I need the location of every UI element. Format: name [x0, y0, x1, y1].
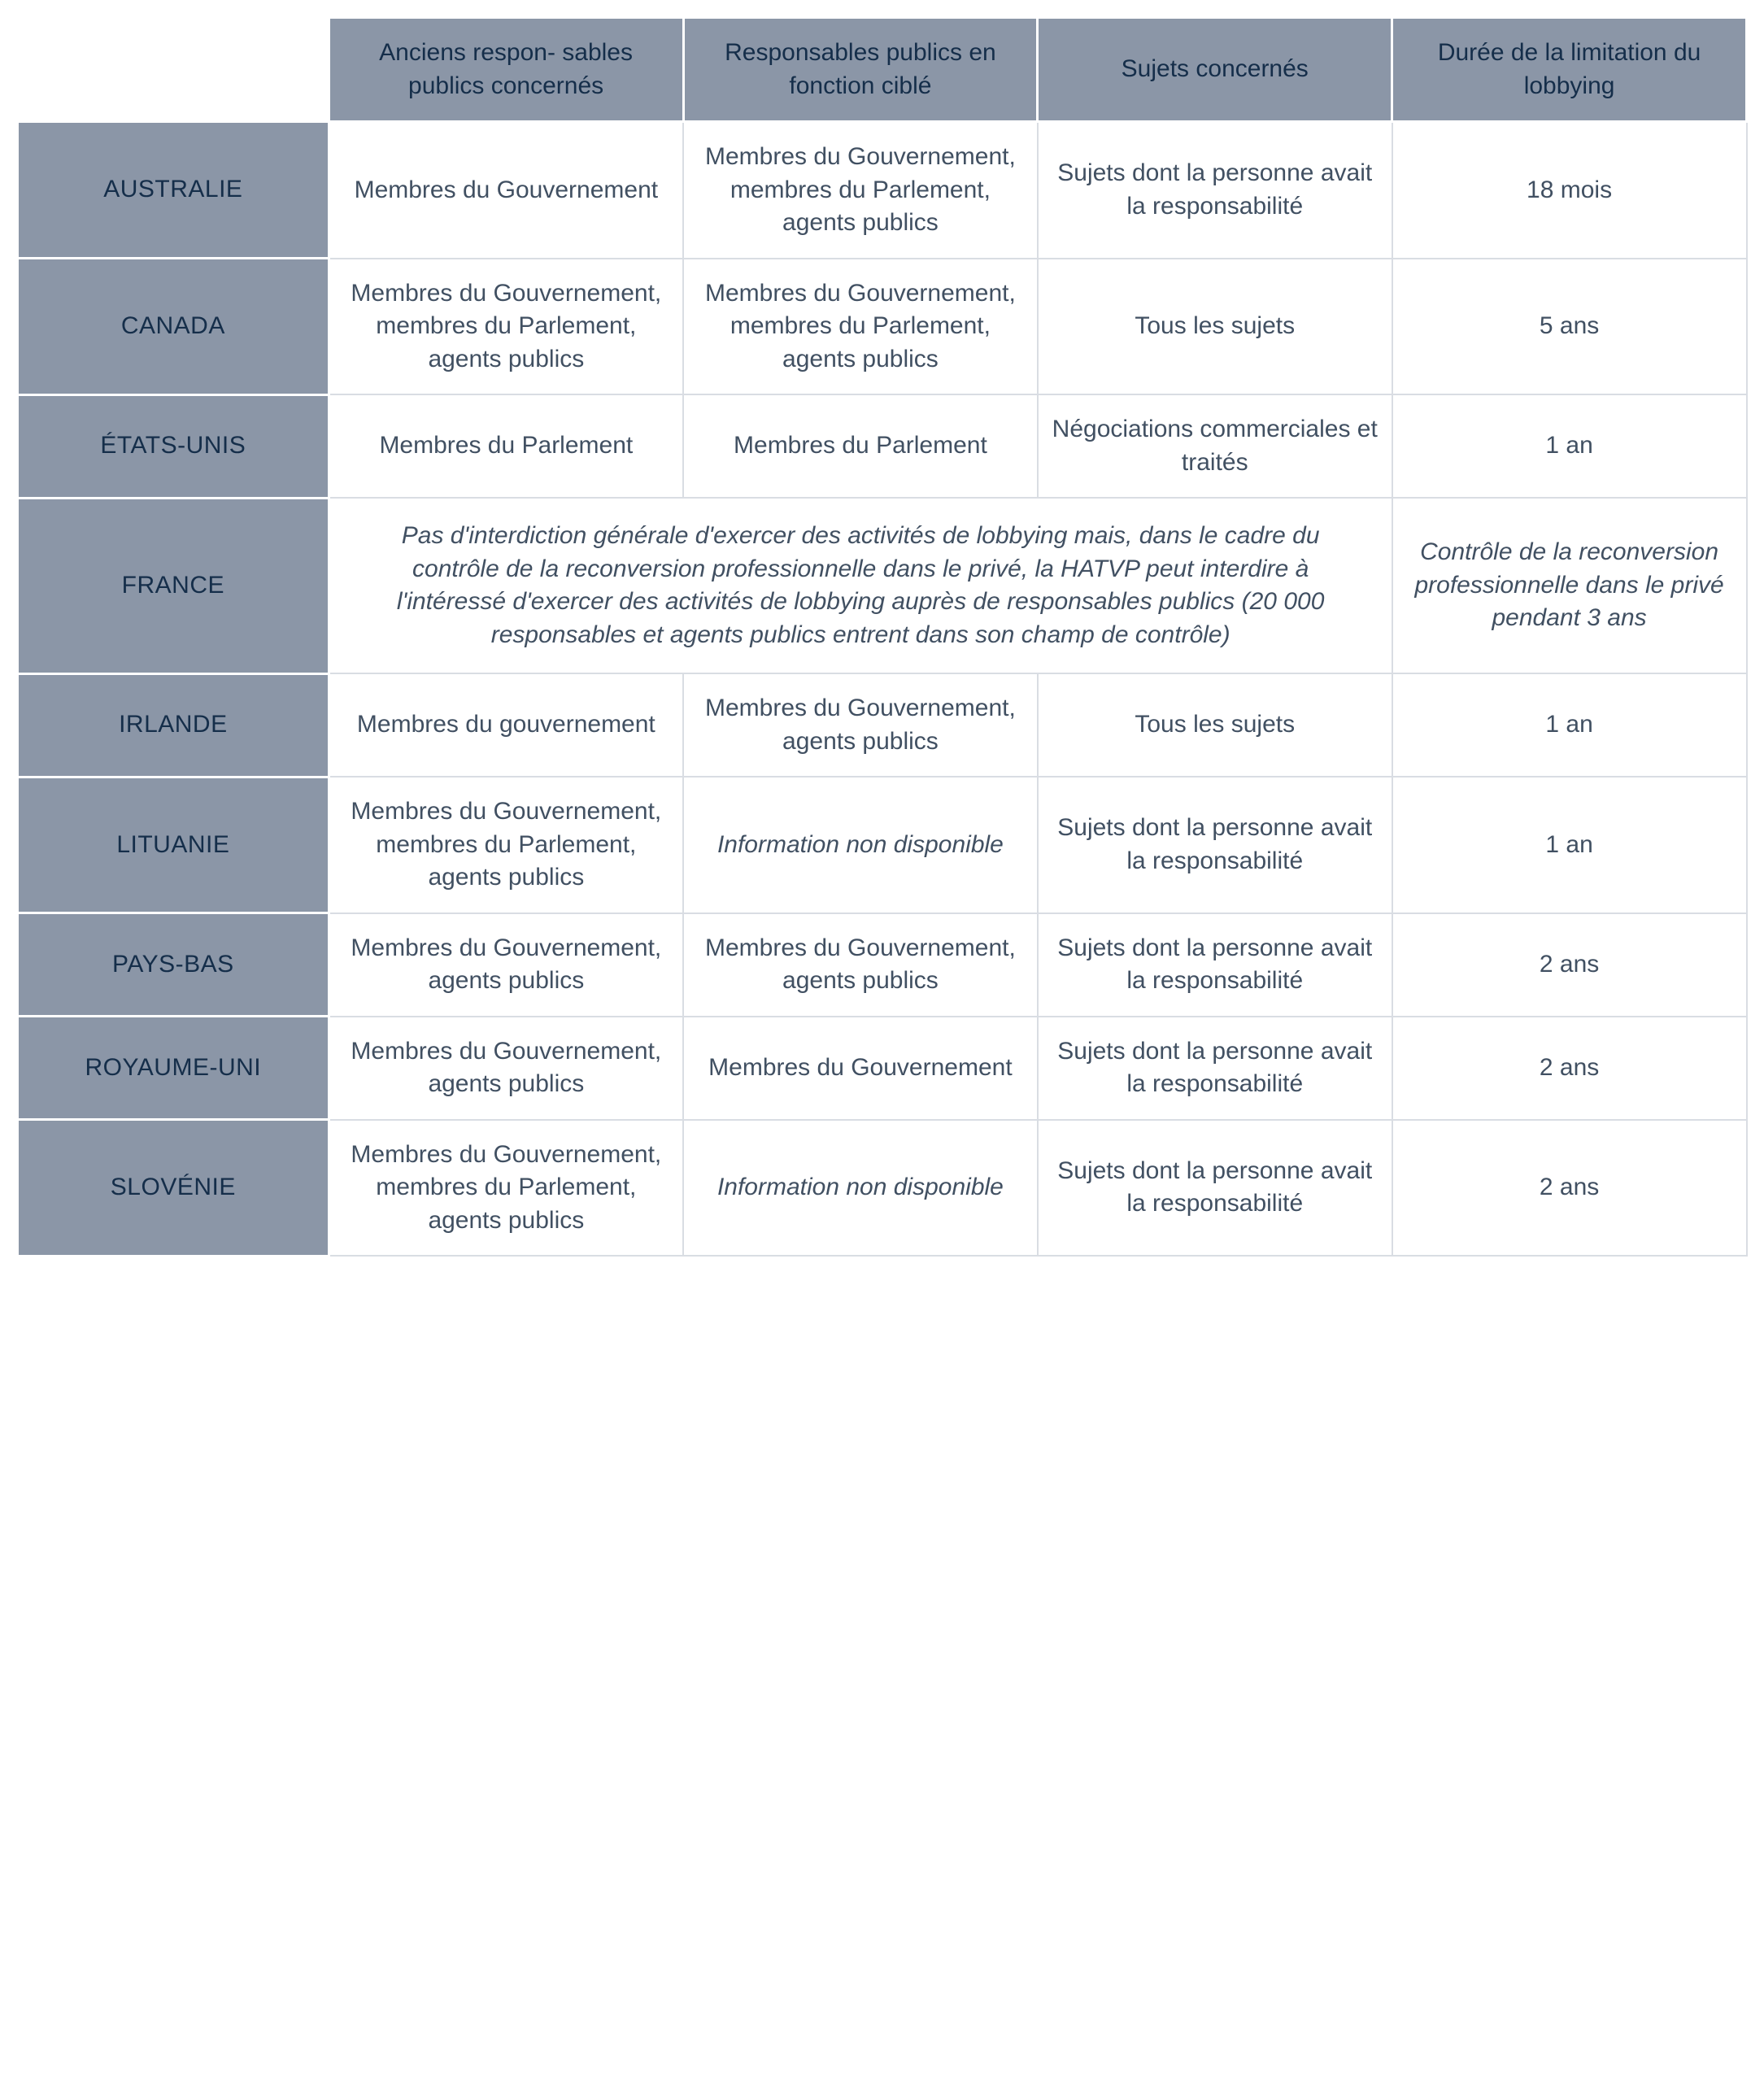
- table-row: CANADAMembres du Gouvernement, membres d…: [18, 259, 1747, 395]
- data-cell: Négociations commerciales et traités: [1038, 394, 1392, 498]
- data-cell: Membres du Parlement: [683, 394, 1038, 498]
- data-cell: Sujets dont la personne avait la respons…: [1038, 122, 1392, 259]
- data-cell: 1 an: [1392, 777, 1747, 913]
- data-cell: Sujets dont la personne avait la respons…: [1038, 777, 1392, 913]
- data-cell: Membres du Gouvernement, membres du Parl…: [329, 259, 683, 395]
- table-row: AUSTRALIEMembres du GouvernementMembres …: [18, 122, 1747, 259]
- merged-note-cell: Pas d'interdiction générale d'exercer de…: [329, 498, 1392, 673]
- table-row: ÉTATS-UNISMembres du ParlementMembres du…: [18, 394, 1747, 498]
- row-header-country: ÉTATS-UNIS: [18, 394, 329, 498]
- data-cell: Membres du Gouvernement, membres du Parl…: [683, 122, 1038, 259]
- data-cell: Tous les sujets: [1038, 673, 1392, 777]
- data-cell: Sujets dont la personne avait la respons…: [1038, 1017, 1392, 1120]
- data-cell: 2 ans: [1392, 1017, 1747, 1120]
- table-row: FRANCEPas d'interdiction générale d'exer…: [18, 498, 1747, 673]
- table-header: Anciens respon- sables publics concernés…: [18, 18, 1747, 122]
- data-cell: 5 ans: [1392, 259, 1747, 395]
- data-cell: Membres du Gouvernement, membres du Parl…: [329, 777, 683, 913]
- lobbying-comparison-table: Anciens respon- sables publics concernés…: [16, 16, 1748, 1257]
- data-cell: Tous les sujets: [1038, 259, 1392, 395]
- col-header-4: Durée de la limitation du lobbying: [1392, 18, 1747, 122]
- table-body: AUSTRALIEMembres du GouvernementMembres …: [18, 122, 1747, 1257]
- row-header-country: CANADA: [18, 259, 329, 395]
- data-cell: Membres du Gouvernement, membres du Parl…: [683, 259, 1038, 395]
- data-cell: Contrôle de la reconversion professionne…: [1392, 498, 1747, 673]
- data-cell: Sujets dont la personne avait la respons…: [1038, 1120, 1392, 1257]
- data-cell: 1 an: [1392, 673, 1747, 777]
- data-cell: Membres du Gouvernement, agents publics: [329, 913, 683, 1017]
- data-cell: Membres du gouvernement: [329, 673, 683, 777]
- data-cell: Membres du Gouvernement: [683, 1017, 1038, 1120]
- row-header-country: PAYS-BAS: [18, 913, 329, 1017]
- table-row: LITUANIEMembres du Gouvernement, membres…: [18, 777, 1747, 913]
- data-cell: Information non disponible: [683, 777, 1038, 913]
- data-cell: 1 an: [1392, 394, 1747, 498]
- data-cell: 18 mois: [1392, 122, 1747, 259]
- table-row: IRLANDEMembres du gouvernementMembres du…: [18, 673, 1747, 777]
- col-header-3: Sujets concernés: [1038, 18, 1392, 122]
- data-cell: Sujets dont la personne avait la respons…: [1038, 913, 1392, 1017]
- table-row: PAYS-BASMembres du Gouvernement, agents …: [18, 913, 1747, 1017]
- row-header-country: IRLANDE: [18, 673, 329, 777]
- table-row: ROYAUME-UNIMembres du Gouvernement, agen…: [18, 1017, 1747, 1120]
- data-cell: Membres du Gouvernement, membres du Parl…: [329, 1120, 683, 1257]
- data-cell: Information non disponible: [683, 1120, 1038, 1257]
- col-header-2: Responsables publics en fonction ciblé: [683, 18, 1038, 122]
- data-cell: Membres du Gouvernement, agents publics: [683, 673, 1038, 777]
- row-header-country: LITUANIE: [18, 777, 329, 913]
- lobbying-table-wrapper: Anciens respon- sables publics concernés…: [16, 16, 1748, 1257]
- data-cell: Membres du Gouvernement, agents publics: [329, 1017, 683, 1120]
- data-cell: 2 ans: [1392, 1120, 1747, 1257]
- data-cell: Membres du Parlement: [329, 394, 683, 498]
- row-header-country: FRANCE: [18, 498, 329, 673]
- row-header-country: ROYAUME-UNI: [18, 1017, 329, 1120]
- data-cell: Membres du Gouvernement, agents publics: [683, 913, 1038, 1017]
- table-row: SLOVÉNIEMembres du Gouvernement, membres…: [18, 1120, 1747, 1257]
- row-header-country: SLOVÉNIE: [18, 1120, 329, 1257]
- row-header-country: AUSTRALIE: [18, 122, 329, 259]
- col-header-1: Anciens respon- sables publics concernés: [329, 18, 683, 122]
- data-cell: Membres du Gouvernement: [329, 122, 683, 259]
- data-cell: 2 ans: [1392, 913, 1747, 1017]
- corner-cell: [18, 18, 329, 122]
